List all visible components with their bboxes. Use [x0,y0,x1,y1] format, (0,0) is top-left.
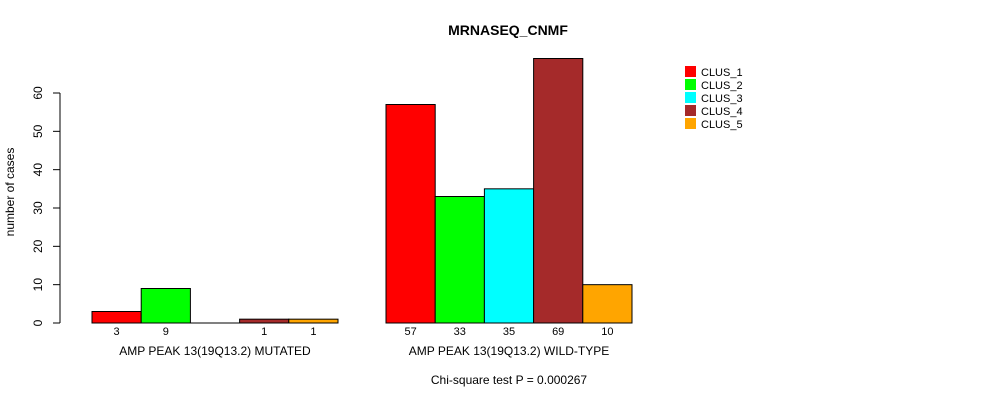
y-axis: 0 10 20 30 40 50 60 [31,86,61,326]
y-tick-label: 30 [31,201,45,215]
y-tick-label: 20 [31,239,45,253]
bar-clus_5-group-2 [582,284,633,324]
bar-clus_2-group-2 [434,196,485,324]
bar-clus_4-group-2 [533,58,584,324]
legend-swatch-clus_3 [685,92,696,103]
legend-label-clus_4: CLUS_4 [701,106,743,118]
bar-count-label: 9 [163,326,169,338]
y-tick-label: 0 [31,319,45,326]
chi-square-footnote: Chi-square test P = 0.000267 [431,373,588,387]
bar-count-label: 69 [552,326,564,338]
y-tick-label: 50 [31,124,45,138]
bar-clus_1-group-1 [91,311,142,324]
bar-clus_3-group-2 [483,188,535,324]
bar-count-label: 3 [114,326,120,338]
group-label-wild-type: AMP PEAK 13(19Q13.2) WILD-TYPE [409,344,610,358]
bar-clus_1-group-2 [385,104,436,324]
legend-label-clus_1: CLUS_1 [701,67,743,79]
count-labels: 3 9 1 1 57 33 35 69 10 [114,326,614,338]
legend-swatch-clus_5 [685,118,696,129]
y-tick-label: 40 [31,163,45,177]
bar-count-label: 1 [310,326,316,338]
bar-count-label: 57 [404,326,416,338]
group-label-mutated: AMP PEAK 13(19Q13.2) MUTATED [119,344,311,358]
bar-count-label: 35 [503,326,515,338]
bar-count-label: 10 [601,326,613,338]
legend-swatch-clus_4 [685,105,696,116]
chart-title: MRNASEQ_CNMF [448,22,568,38]
legend-label-clus_2: CLUS_2 [701,80,743,92]
bar-count-label: 33 [454,326,466,338]
bar-clus_2-group-1 [140,288,191,324]
legend-swatch-clus_1 [685,66,696,77]
bar-clus_4-group-1 [239,318,290,324]
bar-clus_5-group-1 [288,318,339,324]
bar-count-label: 1 [261,326,267,338]
legend-label-clus_5: CLUS_5 [701,119,743,131]
bars [91,58,633,324]
y-axis-label: number of cases [3,148,17,237]
legend-swatch-clus_2 [685,79,696,90]
y-tick-label: 10 [31,278,45,292]
y-tick-label: 60 [31,86,45,100]
legend-label-clus_3: CLUS_3 [701,93,743,105]
